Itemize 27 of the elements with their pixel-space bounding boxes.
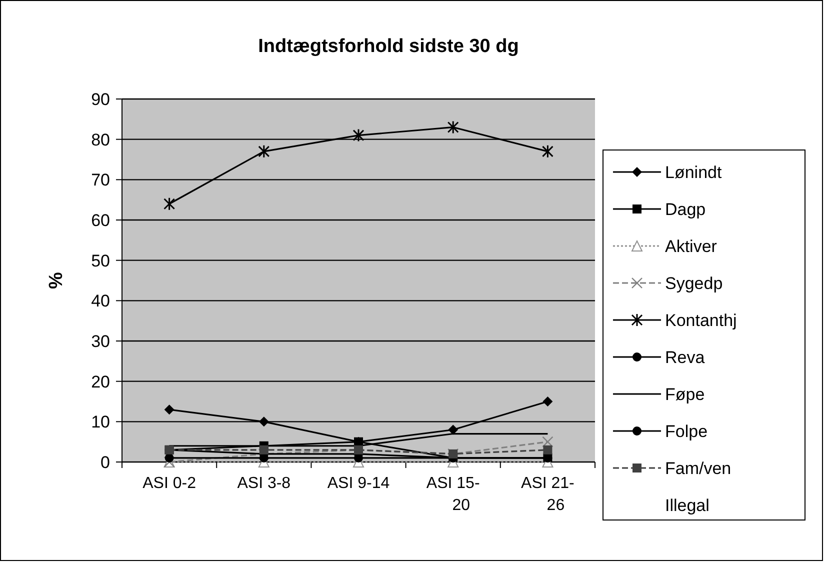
legend-label: Folpe bbox=[665, 422, 708, 441]
legend-label: Dagp bbox=[665, 200, 706, 219]
y-tick-label: 20 bbox=[91, 372, 110, 392]
chart-title: Indtægtsforhold sidste 30 dg bbox=[258, 36, 519, 57]
legend-label: Aktiver bbox=[665, 236, 718, 256]
text: Illegal bbox=[665, 496, 710, 515]
x-tick-label: ASI 0-2 bbox=[142, 475, 196, 492]
y-tick-label: 30 bbox=[91, 332, 110, 351]
legend-label: Sygedp bbox=[665, 274, 723, 293]
y-tick-label: 70 bbox=[91, 170, 110, 190]
legend-label: Føpe bbox=[665, 384, 705, 404]
y-tick-label: 10 bbox=[91, 412, 110, 432]
y-tick-label: 80 bbox=[91, 130, 110, 150]
y-tick-label: 60 bbox=[91, 210, 110, 230]
y-tick-label: 50 bbox=[91, 251, 110, 270]
y-axis-title: % bbox=[46, 272, 67, 289]
legend-label: Reva bbox=[665, 348, 706, 367]
x-tick-label: ASI 9-14 bbox=[327, 475, 390, 492]
y-tick-label: 90 bbox=[91, 90, 110, 109]
legend-label: Lønindt bbox=[665, 162, 722, 182]
legend-label: Kontanthj bbox=[665, 310, 737, 330]
y-tick-label: 40 bbox=[91, 292, 110, 311]
legend-label: Fam/ven bbox=[665, 458, 732, 478]
x-tick-label: ASI 15-20 bbox=[426, 475, 480, 514]
x-tick-label: ASI 3-8 bbox=[237, 475, 291, 492]
y-tick-label: 0 bbox=[100, 452, 110, 472]
x-tick-label: ASI 21-26 bbox=[521, 475, 574, 514]
